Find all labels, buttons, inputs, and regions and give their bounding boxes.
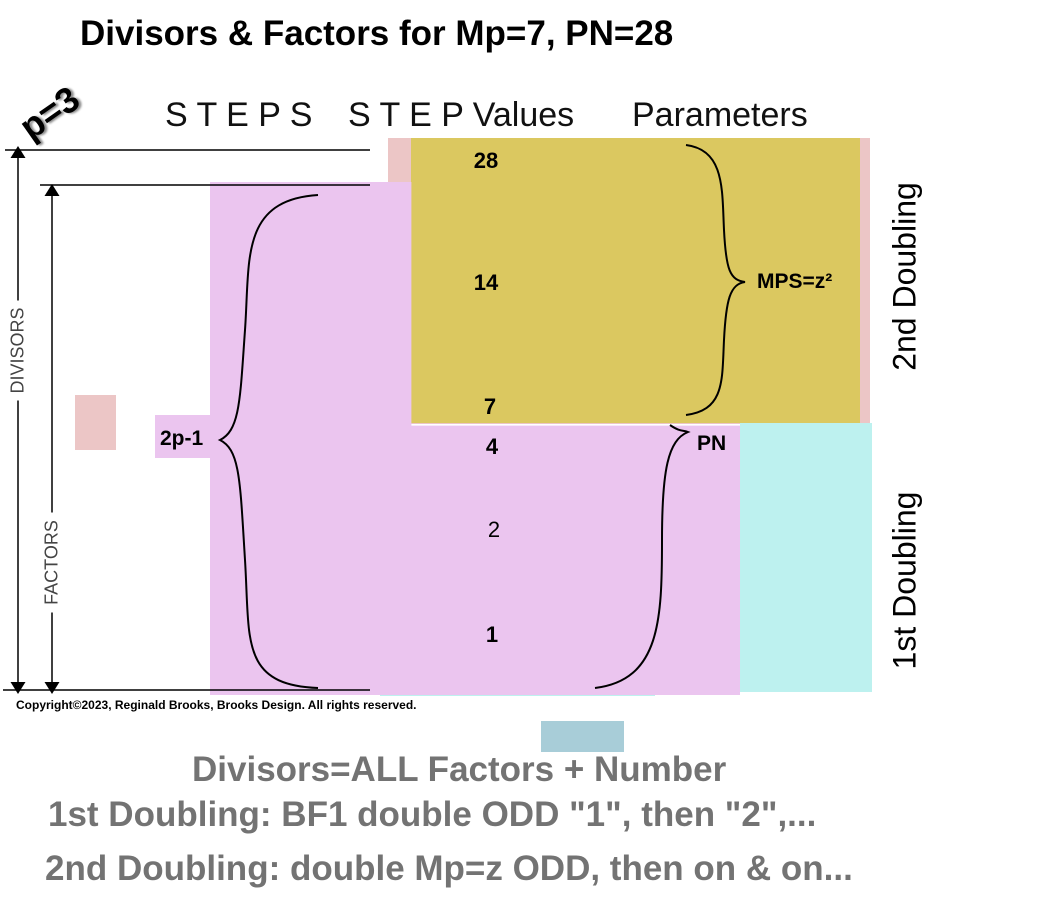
header-parameters: Parameters	[632, 96, 808, 134]
mps-label: MPS=z²	[757, 270, 833, 293]
page-title: Divisors & Factors for Mp=7, PN=28	[80, 14, 674, 53]
note-second-doubling: 2nd Doubling: double Mp=z ODD, then on &…	[45, 849, 853, 888]
factors-label: FACTORS	[41, 512, 63, 613]
step-value: 7	[483, 394, 497, 419]
cyan-region	[740, 423, 872, 692]
step-value: 28	[473, 148, 499, 173]
note-divisors: Divisors=ALL Factors + Number	[192, 750, 727, 789]
note-first-doubling: 1st Doubling: BF1 double ODD "1", then "…	[48, 795, 817, 834]
header-steps: S T E P S	[165, 96, 313, 134]
copyright: Copyright©2023, Reginald Brooks, Brooks …	[16, 698, 417, 712]
divisors-label: DIVISORS	[7, 300, 29, 401]
step-value: 4	[485, 434, 499, 459]
blue-square	[541, 721, 624, 752]
pink-square	[75, 395, 116, 450]
pn-label: PN	[697, 432, 727, 455]
header-step-values: S T E P Values	[348, 96, 575, 134]
step-value: 14	[473, 270, 499, 295]
step-value: 2	[487, 517, 501, 542]
step-value: 1	[485, 622, 499, 647]
first-doubling-label: 1st Doubling	[886, 491, 923, 670]
mps-region	[411, 138, 860, 423]
second-doubling-label: 2nd Doubling	[886, 182, 923, 371]
two-p-minus-1-box	[155, 415, 215, 458]
two-p-minus-1-label: 2p-1	[160, 427, 204, 450]
